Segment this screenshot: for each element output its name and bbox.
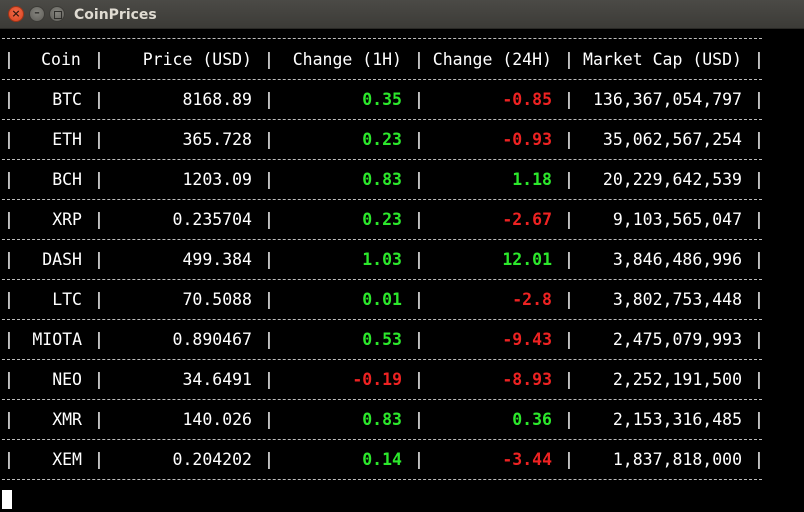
price-cell: 0.235704 bbox=[172, 210, 252, 229]
table-border bbox=[2, 38, 762, 39]
header-market-cap: Market Cap (USD) bbox=[583, 50, 742, 69]
change-1h-cell: 0.53 bbox=[362, 330, 402, 349]
change-1h-cell: 0.83 bbox=[362, 170, 402, 189]
change-24h-cell: -2.67 bbox=[502, 210, 552, 229]
table-border bbox=[2, 119, 762, 120]
change-1h-cell: 1.03 bbox=[362, 250, 402, 269]
price-cell: 365.728 bbox=[182, 130, 252, 149]
header-change-24h: Change (24H) bbox=[432, 50, 552, 69]
market-cap-cell: 20,229,642,539 bbox=[602, 170, 742, 189]
table-border bbox=[2, 439, 762, 440]
price-cell: 1203.09 bbox=[182, 170, 252, 189]
market-cap-cell: 2,475,079,993 bbox=[612, 330, 742, 349]
change-24h-cell: -8.93 bbox=[502, 370, 552, 389]
table-border bbox=[2, 279, 762, 280]
change-24h-cell: -0.93 bbox=[502, 130, 552, 149]
coin-cell: LTC bbox=[52, 290, 82, 309]
minimize-icon[interactable]: – bbox=[29, 6, 45, 22]
table-row: | | | | | | NEO 34.6491 -0.19 -8.93 2,252,191,500 bbox=[4, 370, 764, 389]
change-24h-cell: 12.01 bbox=[502, 250, 552, 269]
terminal-cursor bbox=[2, 490, 12, 509]
coin-cell: BTC bbox=[52, 90, 82, 109]
price-cell: 34.6491 bbox=[182, 370, 252, 389]
change-1h-cell: 0.83 bbox=[362, 410, 402, 429]
price-cell: 0.890467 bbox=[172, 330, 252, 349]
table-row: | | | | | | XRP 0.235704 0.23 -2.67 9,103,565,047 bbox=[4, 210, 764, 229]
table-border bbox=[2, 319, 762, 320]
market-cap-cell: 2,153,316,485 bbox=[612, 410, 742, 429]
coin-cell: BCH bbox=[52, 170, 82, 189]
change-24h-cell: 0.36 bbox=[512, 410, 552, 429]
table-border bbox=[2, 199, 762, 200]
table-row: | | | | | | LTC 70.5088 0.01 -2.8 3,802,753,448 bbox=[4, 290, 764, 309]
table-row: | | | | | | DASH 499.384 1.03 12.01 3,846,486,996 bbox=[4, 250, 764, 269]
table-row: | | | | | | ETH 365.728 0.23 -0.93 35,062,567,254 bbox=[4, 130, 764, 149]
change-1h-cell: 0.01 bbox=[362, 290, 402, 309]
maximize-icon[interactable] bbox=[49, 6, 65, 22]
price-cell: 70.5088 bbox=[182, 290, 252, 309]
table-border bbox=[2, 479, 762, 480]
price-cell: 499.384 bbox=[182, 250, 252, 269]
coin-cell: DASH bbox=[42, 250, 82, 269]
table-border bbox=[2, 359, 762, 360]
change-1h-cell: 0.14 bbox=[362, 450, 402, 469]
market-cap-cell: 1,837,818,000 bbox=[612, 450, 742, 469]
coin-cell: XMR bbox=[52, 410, 82, 429]
market-cap-cell: 136,367,054,797 bbox=[592, 90, 742, 109]
market-cap-cell: 3,802,753,448 bbox=[612, 290, 742, 309]
table-border bbox=[2, 79, 762, 80]
change-1h-cell: 0.35 bbox=[362, 90, 402, 109]
market-cap-cell: 9,103,565,047 bbox=[612, 210, 742, 229]
change-24h-cell: -2.8 bbox=[512, 290, 552, 309]
price-cell: 0.204202 bbox=[172, 450, 252, 469]
coin-cell: ETH bbox=[52, 130, 82, 149]
market-cap-cell: 35,062,567,254 bbox=[602, 130, 742, 149]
change-24h-cell: -3.44 bbox=[502, 450, 552, 469]
change-1h-cell: 0.23 bbox=[362, 210, 402, 229]
table-border bbox=[2, 239, 762, 240]
coin-cell: NEO bbox=[52, 370, 82, 389]
terminal-output[interactable]: | Coin | Price (USD) | Change (1H) | Cha… bbox=[0, 29, 804, 512]
table-header-row: | Coin | Price (USD) | Change (1H) | Cha… bbox=[4, 50, 764, 69]
header-price: Price (USD) bbox=[142, 50, 252, 69]
table-row: | | | | | | XMR 140.026 0.83 0.36 2,153,316,485 bbox=[4, 410, 764, 429]
market-cap-cell: 2,252,191,500 bbox=[612, 370, 742, 389]
table-row: | | | | | | BCH 1203.09 0.83 1.18 20,229,642,539 bbox=[4, 170, 764, 189]
price-cell: 8168.89 bbox=[182, 90, 252, 109]
change-1h-cell: -0.19 bbox=[352, 370, 402, 389]
price-cell: 140.026 bbox=[182, 410, 252, 429]
table-row: | | | | | | MIOTA 0.890467 0.53 -9.43 2,475,079,99… bbox=[4, 330, 764, 349]
header-change-1h: Change (1H) bbox=[292, 50, 402, 69]
coin-cell: XRP bbox=[52, 210, 82, 229]
table-border bbox=[2, 399, 762, 400]
table-border bbox=[2, 159, 762, 160]
window-title: CoinPrices bbox=[74, 7, 157, 23]
market-cap-cell: 3,846,486,996 bbox=[612, 250, 742, 269]
table-row: | | | | | | XEM 0.204202 0.14 -3.44 1,837,818,000 bbox=[4, 450, 764, 469]
change-24h-cell: -9.43 bbox=[502, 330, 552, 349]
title-bar[interactable]: × – CoinPrices bbox=[0, 0, 804, 29]
change-24h-cell: -0.85 bbox=[502, 90, 552, 109]
table-row: | | | | | | BTC 8168.89 0.35 -0.85 136,367,054,797 bbox=[4, 90, 764, 109]
change-24h-cell: 1.18 bbox=[512, 170, 552, 189]
change-1h-cell: 0.23 bbox=[362, 130, 402, 149]
coin-cell: MIOTA bbox=[32, 330, 82, 349]
close-icon[interactable]: × bbox=[8, 6, 24, 22]
header-coin: Coin bbox=[41, 50, 81, 69]
coin-cell: XEM bbox=[52, 450, 82, 469]
